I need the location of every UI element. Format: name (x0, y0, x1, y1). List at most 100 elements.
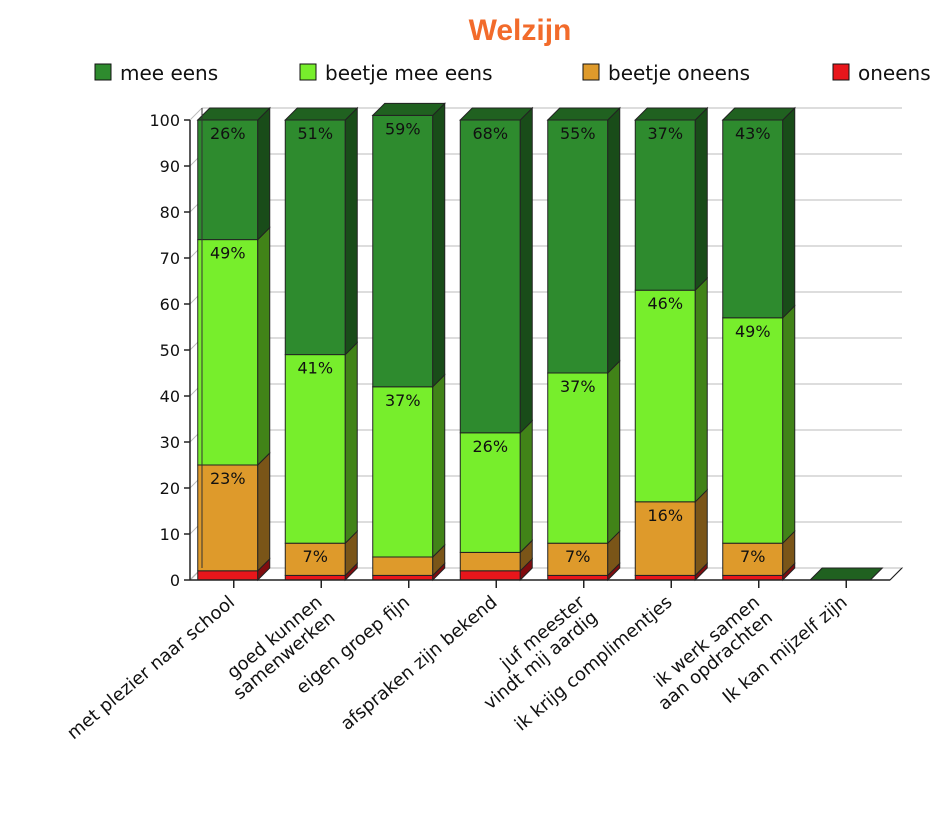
bar-front (372, 114, 434, 388)
x-tick-label: afspraken zijn bekend (337, 592, 502, 735)
bar-top (371, 102, 446, 116)
x-axis-end (889, 567, 903, 581)
legend-label: beetje mee eens (325, 61, 493, 85)
data-label: 7% (565, 547, 590, 566)
labels-layer: 23% 49% 26% 7% 41% 51% 37% 59% 26% 68% 7% 37% 55% 16%… (210, 119, 771, 566)
y-tick-label: 50 (160, 341, 180, 360)
bar-segment-beetje-mee-eens (284, 341, 358, 545)
y-tick-label: 90 (160, 157, 180, 176)
data-label: 49% (735, 322, 771, 341)
legend: mee eens beetje mee eens beetje oneens onee… (94, 61, 931, 85)
bar-side (694, 106, 708, 292)
bar-top (546, 107, 621, 121)
bar-segment-mee-eens (284, 106, 358, 356)
y-tick-label: 0 (170, 571, 180, 590)
bar-front (722, 119, 784, 319)
gridline-diag (189, 107, 203, 121)
legend-item-beetje-oneens: beetje oneens (582, 61, 750, 85)
bar-front (284, 354, 346, 544)
bar-segment-mee-eens (722, 106, 796, 320)
bar-side (782, 106, 796, 320)
bar-side (432, 102, 446, 389)
chart-title: Welzijn (469, 14, 572, 47)
bar-empty (809, 567, 884, 581)
bar-side (344, 341, 358, 545)
bar-side (694, 276, 708, 504)
bar-front (459, 570, 521, 581)
bar-front (547, 372, 609, 544)
y-tick-label: 60 (160, 295, 180, 314)
bar-front (197, 239, 259, 466)
data-label: 7% (740, 547, 765, 566)
bar-segment-beetje-mee-eens (197, 226, 271, 467)
bar-side (782, 304, 796, 545)
legend-swatch (832, 63, 850, 81)
data-label: 37% (647, 124, 683, 143)
bar-segment-mee-eens (197, 106, 271, 241)
bar-side (257, 451, 271, 573)
bar-front (284, 119, 346, 356)
data-label: 26% (210, 124, 246, 143)
bar-segment-mee-eens (547, 106, 621, 375)
bar-side (257, 106, 271, 241)
bar-segment-beetje-mee-eens (722, 304, 796, 545)
data-label: 41% (297, 359, 333, 378)
bar-segment-beetje-mee-eens (634, 276, 708, 504)
data-label: 55% (560, 124, 596, 143)
bar-front (197, 464, 259, 572)
bar-segment-beetje-oneens (459, 539, 533, 573)
bar-top (459, 107, 534, 121)
bar-side (607, 359, 621, 545)
bar-front (547, 542, 609, 576)
bar-segment-beetje-oneens (284, 529, 358, 577)
bar-front (634, 501, 696, 576)
bar-front (197, 570, 259, 581)
bar-front (722, 317, 784, 544)
legend-swatch (582, 63, 600, 81)
data-label: 37% (385, 391, 421, 410)
legend-item-oneens: oneens (832, 61, 931, 85)
bar-side (519, 106, 533, 435)
legend-swatch (94, 63, 112, 81)
data-label: 43% (735, 124, 771, 143)
bar-front (547, 119, 609, 374)
data-label: 59% (385, 119, 421, 138)
bar-side (694, 488, 708, 577)
y-tick-label: 70 (160, 249, 180, 268)
y-tick-label: 10 (160, 525, 180, 544)
bar-side (257, 226, 271, 467)
bar-front (634, 289, 696, 503)
legend-item-mee-eens: mee eens (94, 61, 218, 85)
legend-swatch (299, 63, 317, 81)
bar-top (721, 107, 796, 121)
legend-label: oneens (858, 61, 931, 85)
bar-top (634, 107, 709, 121)
bar-front (634, 119, 696, 291)
bar-side (432, 373, 446, 559)
data-label: 46% (647, 294, 683, 313)
bar-segment-mee-eens (459, 106, 533, 435)
data-label: 37% (560, 377, 596, 396)
bar-front (372, 386, 434, 558)
bar-segment-beetje-oneens (197, 451, 271, 573)
bar-segment-beetje-mee-eens (459, 419, 533, 554)
bar-front (459, 119, 521, 434)
data-label: 68% (472, 124, 508, 143)
legend-item-beetje-mee-eens: beetje mee eens (299, 61, 493, 85)
bar-side (344, 106, 358, 356)
bar-segment-mee-eens (372, 102, 446, 389)
data-label: 49% (210, 244, 246, 263)
y-tick-label: 30 (160, 433, 180, 452)
y-tick-label: 20 (160, 479, 180, 498)
y-tick-label: 80 (160, 203, 180, 222)
bar-front (372, 556, 434, 576)
bar-segment-mee-eens (634, 106, 708, 292)
bar-side (519, 419, 533, 554)
bar-top (284, 107, 359, 121)
bar-segment-beetje-oneens (634, 488, 708, 577)
legend-label: mee eens (120, 61, 218, 85)
bar-segment-beetje-mee-eens (547, 359, 621, 545)
data-label: 26% (472, 437, 508, 456)
